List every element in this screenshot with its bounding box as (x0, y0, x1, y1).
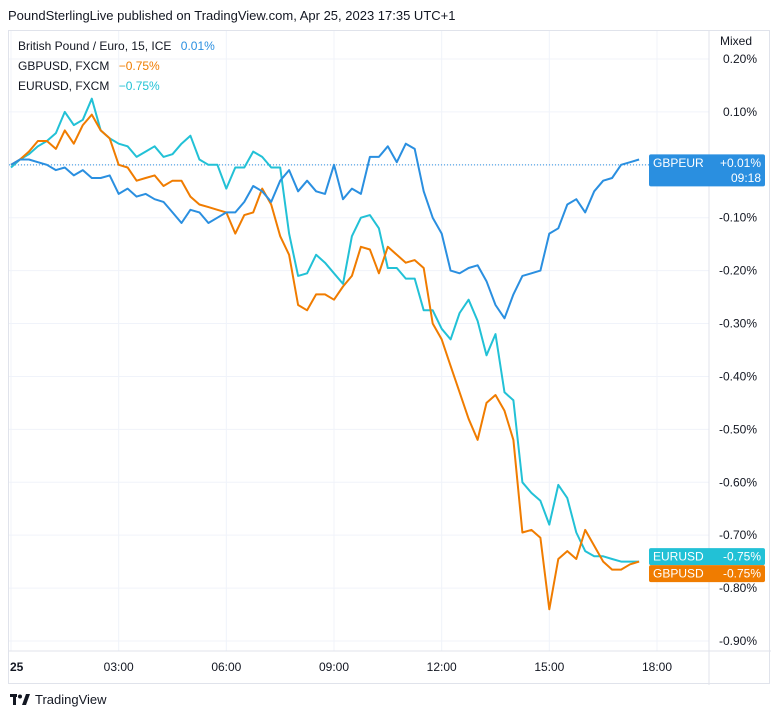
x-tick-label: 15:00 (534, 660, 564, 674)
series-line-gbpeur[interactable] (10, 142, 640, 320)
x-tick-label: 12:00 (427, 660, 457, 674)
y-tick-label: 0.10% (723, 105, 757, 119)
y-tick-label: -0.20% (719, 264, 757, 278)
publish-header-text: PoundSterlingLive published on TradingVi… (8, 8, 456, 23)
gbpusd-end-label-symbol: GBPUSD (653, 567, 704, 581)
gbpeur-end-label-value: +0.01% (720, 156, 761, 170)
publish-header: PoundSterlingLive published on TradingVi… (8, 8, 455, 23)
legend-label-eurusd: EURUSD, FXCM (18, 79, 110, 93)
eurusd-end-label-value: -0.75% (723, 550, 761, 564)
legend-item-gbpeur[interactable]: British Pound / Euro, 15, ICE 0.01% (18, 36, 215, 56)
tradingview-logo-icon (10, 693, 30, 705)
legend-item-gbpusd[interactable]: GBPUSD, FXCM −0.75% (18, 56, 215, 76)
legend-value-gbpusd: −0.75% (118, 59, 160, 73)
y-tick-label: -0.70% (719, 528, 757, 542)
footer-brand[interactable]: TradingView (10, 692, 107, 707)
y-tick-label: -0.10% (719, 211, 757, 225)
gbpusd-end-label-value: -0.75% (723, 567, 761, 581)
scale-mode-label[interactable]: Mixed (720, 34, 752, 48)
gbpeur-end-label-tag[interactable] (649, 154, 765, 187)
chart-frame[interactable]: Mixed 0.20% 0.10% -0.10% -0.20% -0.30% -0.40% -… (8, 30, 771, 685)
legend-value-eurusd: −0.75% (118, 79, 160, 93)
y-tick-label: -0.30% (719, 317, 757, 331)
x-tick-label: 18:00 (642, 660, 672, 674)
legend-label-gbpusd: GBPUSD, FXCM (18, 59, 110, 73)
x-tick-label: 09:00 (319, 660, 349, 674)
chart-legend: British Pound / Euro, 15, ICE 0.01% GBPU… (18, 36, 215, 96)
y-tick-label: 0.20% (723, 52, 757, 66)
legend-label-gbpeur: British Pound / Euro, 15, ICE (18, 39, 172, 53)
eurusd-end-label-symbol: EURUSD (653, 550, 704, 564)
eurusd-end-label-tag[interactable] (649, 548, 765, 566)
legend-item-eurusd[interactable]: EURUSD, FXCM −0.75% (18, 76, 215, 96)
gbpeur-end-label-symbol: GBPEUR (653, 156, 704, 170)
x-tick-label: 25 (10, 660, 24, 674)
y-tick-label: -0.90% (719, 634, 757, 648)
y-tick-label: -0.40% (719, 369, 757, 383)
gbpusd-end-label-tag[interactable] (649, 565, 765, 583)
y-tick-label: -0.80% (719, 581, 757, 595)
x-tick-label: 03:00 (104, 660, 134, 674)
y-tick-label: -0.60% (719, 475, 757, 489)
x-tick-label: 06:00 (211, 660, 241, 674)
series-line-eurusd[interactable] (10, 97, 640, 563)
legend-value-gbpeur: 0.01% (180, 39, 215, 53)
y-tick-label: -0.50% (719, 422, 757, 436)
series-line-gbpusd[interactable] (10, 113, 640, 611)
line-chart[interactable]: Mixed 0.20% 0.10% -0.10% -0.20% -0.30% -0.40% -… (9, 31, 771, 685)
footer-brand-text: TradingView (35, 692, 107, 707)
gbpeur-end-label-countdown: 09:18 (731, 171, 761, 185)
